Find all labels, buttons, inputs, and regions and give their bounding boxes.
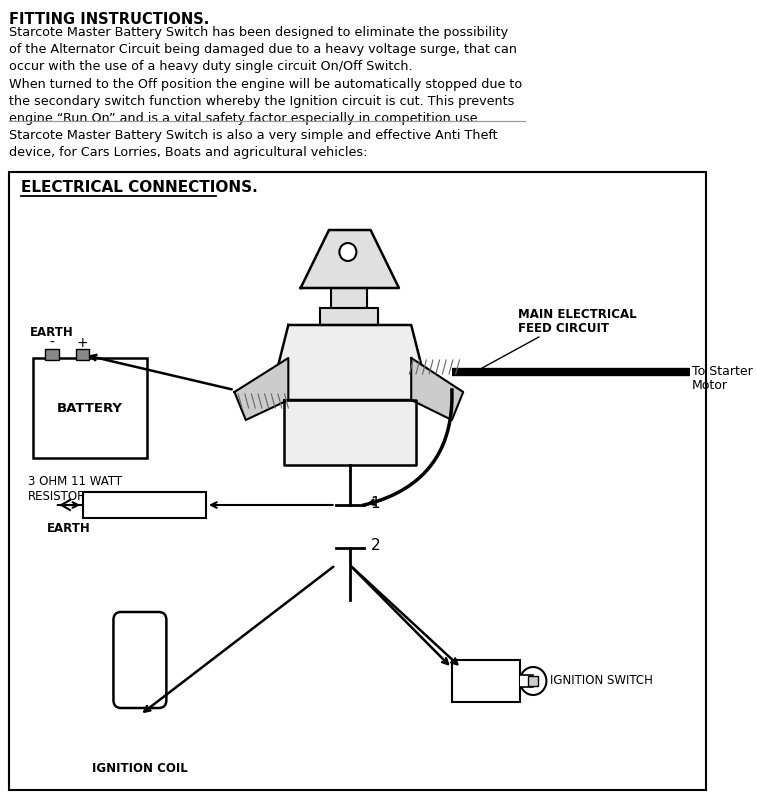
Text: FEED CIRCUIT: FEED CIRCUIT [518,322,609,335]
Polygon shape [284,400,416,465]
Text: of the Alternator Circuit being damaged due to a heavy voltage surge, that can: of the Alternator Circuit being damaged … [9,43,518,56]
Text: IGNITION SWITCH: IGNITION SWITCH [550,674,653,687]
Text: Starcote Master Battery Switch is also a very simple and effective Anti Theft: Starcote Master Battery Switch is also a… [9,130,498,142]
Bar [520,675,533,687]
Text: 1: 1 [371,495,380,510]
Text: BATTERY: BATTERY [57,402,123,414]
Bar [76,349,89,360]
Text: Starcote Master Battery Switch has been designed to eliminate the possibility: Starcote Master Battery Switch has been … [9,26,509,39]
Text: EARTH: EARTH [30,326,74,338]
Text: EARTH: EARTH [47,522,91,535]
Polygon shape [319,308,378,325]
Text: When turned to the Off position the engine will be automatically stopped due to: When turned to the Off position the engi… [9,78,522,90]
Text: engine “Run On” and is a vital safety factor especially in competition use.: engine “Run On” and is a vital safety fa… [9,112,482,125]
Text: 2: 2 [371,538,380,554]
Polygon shape [331,288,367,308]
Text: RESISTOR: RESISTOR [28,490,86,503]
Bar [83,492,206,518]
FancyBboxPatch shape [114,612,167,708]
Text: IGNITION COIL: IGNITION COIL [92,762,188,775]
Text: ELECTRICAL CONNECTIONS.: ELECTRICAL CONNECTIONS. [20,180,257,195]
Polygon shape [235,358,288,420]
Text: occur with the use of a heavy duty single circuit On/Off Switch.: occur with the use of a heavy duty singl… [9,60,413,74]
Text: -: - [49,336,55,350]
Text: Motor: Motor [692,379,728,392]
Polygon shape [301,230,399,288]
Bar [528,676,538,686]
Polygon shape [269,325,430,400]
Text: the secondary switch function whereby the Ignition circuit is cut. This prevents: the secondary switch function whereby th… [9,94,515,108]
Polygon shape [411,358,463,420]
Text: To Starter: To Starter [692,365,752,378]
Text: device, for Cars Lorries, Boats and agricultural vehicles:: device, for Cars Lorries, Boats and agri… [9,146,368,159]
Bar [45,349,58,360]
Text: +: + [76,336,88,350]
Circle shape [339,243,357,261]
Text: FITTING INSTRUCTIONS.: FITTING INSTRUCTIONS. [9,12,210,27]
Bar [9,172,706,790]
Bar [33,358,147,458]
Circle shape [520,667,547,695]
Bar [452,660,520,702]
Text: MAIN ELECTRICAL: MAIN ELECTRICAL [518,308,637,321]
Text: 3 OHM 11 WATT: 3 OHM 11 WATT [28,475,123,488]
